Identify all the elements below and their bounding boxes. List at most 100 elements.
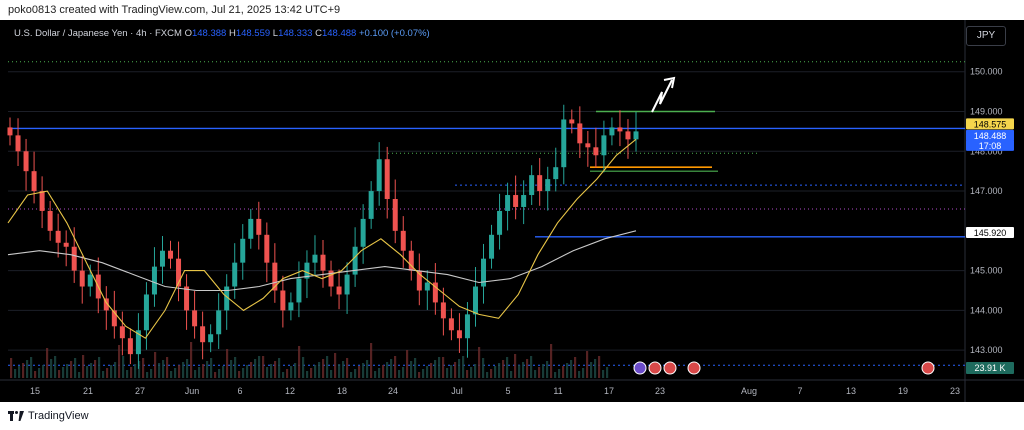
chart-area[interactable]: 150.000 149.000 148.000 147.000 145.000 144.0… (0, 20, 1024, 402)
volume-bar (446, 368, 449, 378)
volume-bar (278, 358, 281, 378)
candle-body (456, 330, 462, 339)
volume-bar (482, 358, 485, 378)
price-tag-label: 148.488 (974, 131, 1007, 141)
x-tick-label: 13 (846, 386, 856, 396)
y-tick-label: 147.000 (970, 186, 1003, 196)
volume-bar (78, 372, 81, 378)
price-tag-bg-0 (966, 118, 1014, 130)
volume-bar (366, 360, 369, 378)
candle-body (15, 135, 21, 152)
candle-body (416, 270, 422, 291)
volume-bar (130, 367, 133, 378)
candle-body (280, 290, 286, 311)
candle-body (344, 274, 350, 295)
event-flag-icon (921, 361, 935, 375)
candle-body (472, 286, 478, 315)
volume-bar (542, 364, 545, 378)
volume-bar (498, 363, 501, 378)
volume-bar (518, 365, 521, 378)
volume-bar (606, 367, 609, 378)
volume-bar (474, 364, 477, 378)
volume-bar (30, 357, 33, 378)
volume-bar (34, 371, 37, 378)
candle-body (47, 210, 53, 231)
candle-body (143, 294, 149, 331)
volume-bar (274, 361, 277, 378)
candle-body (384, 159, 390, 200)
candle-body (7, 127, 13, 136)
volume-bar (358, 366, 361, 378)
x-tick-label: 18 (337, 386, 347, 396)
candle-body (408, 250, 414, 271)
volume-bar (538, 367, 541, 378)
candle-body (537, 175, 543, 192)
volume-bar (326, 356, 329, 378)
volume-bar (114, 362, 117, 378)
y-tick-label: 150.000 (970, 67, 1003, 77)
candle-body (513, 195, 519, 207)
volume-bar (286, 369, 289, 378)
volume-bar (458, 359, 461, 378)
volume-bar (74, 358, 77, 378)
volume-bar (90, 363, 93, 378)
candle-body (352, 246, 358, 275)
volume-bar (294, 363, 297, 378)
candle-body (151, 266, 157, 295)
candle-body (296, 278, 302, 303)
candle-body (376, 159, 382, 192)
volume-bar (238, 371, 241, 378)
price-chart[interactable]: 150.000 149.000 148.000 147.000 145.000 144.0… (0, 20, 1024, 402)
candle-body (481, 258, 487, 287)
volume-bar (486, 372, 489, 378)
volume-bar (478, 347, 481, 378)
x-tick-label: 6 (237, 386, 242, 396)
volume-bar (10, 358, 13, 378)
volume-bar (362, 363, 365, 378)
volume-bar (510, 371, 513, 378)
currency-button[interactable]: JPY (966, 26, 1006, 46)
volume-bar (534, 370, 537, 378)
event-flag-icon (687, 361, 701, 375)
tradingview-logo-icon (8, 411, 24, 421)
volume-bar (226, 349, 229, 378)
y-tick-label: 148.000 (970, 146, 1003, 156)
volume-bar (22, 363, 25, 378)
event-flag-icon (663, 361, 677, 375)
volume-bar (230, 360, 233, 378)
volume-bar (214, 372, 217, 378)
volume-bar (526, 359, 529, 378)
tradingview-footer[interactable]: TradingView (8, 407, 89, 425)
close-value: 148.488 (321, 28, 357, 39)
price-tag-label: 145.920 (974, 228, 1007, 238)
volume-bar (514, 354, 517, 378)
volume-bar (242, 368, 245, 378)
x-tick-label: Jun (185, 386, 200, 396)
candle-body (168, 250, 174, 259)
volume-bar (118, 345, 121, 378)
x-tick-label: 11 (553, 386, 562, 396)
open-label: O (184, 28, 192, 39)
candle-body (103, 298, 109, 311)
volume-bar (174, 368, 177, 378)
open-value: 148.388 (191, 28, 227, 39)
volume-bar (590, 362, 593, 378)
volume-bar (506, 357, 509, 378)
price-tag-label: 148.575 (974, 119, 1007, 129)
volume-bar (378, 368, 381, 378)
volume-bar (186, 359, 189, 378)
candle-body (312, 254, 318, 263)
candle-body (432, 282, 438, 303)
volume-tag-bg (966, 362, 1014, 374)
candle-body (529, 175, 535, 196)
candle-body (360, 218, 366, 247)
x-tick-label: 23 (950, 386, 960, 396)
volume-bar (134, 364, 137, 378)
volume-bar (162, 360, 165, 378)
candle-body (240, 238, 246, 263)
volume-bar (418, 372, 421, 378)
volume-bar (346, 358, 349, 378)
x-tick-label: 15 (30, 386, 40, 396)
volume-bar (190, 342, 193, 378)
volume-bar (566, 363, 569, 378)
